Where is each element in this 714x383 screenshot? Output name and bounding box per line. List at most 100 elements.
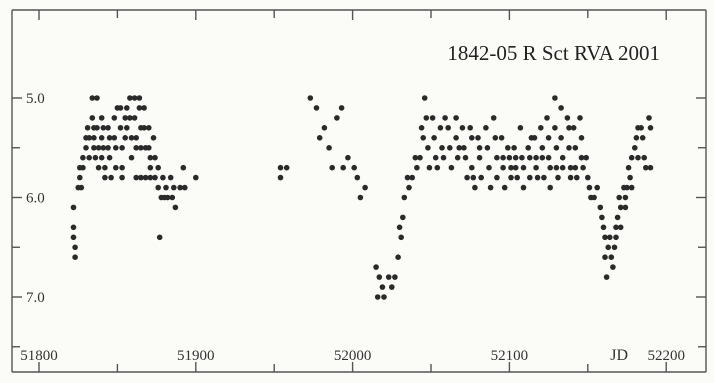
data-point (486, 164, 492, 171)
data-point (80, 154, 86, 161)
data-point (141, 105, 147, 111)
data-point (421, 95, 428, 101)
data-point (454, 154, 461, 161)
data-point (570, 125, 577, 131)
data-point (607, 234, 613, 241)
data-point (338, 105, 345, 111)
data-point (146, 145, 152, 151)
data-point (533, 164, 539, 171)
data-point (406, 184, 412, 191)
data-point (136, 95, 143, 101)
data-point (605, 244, 611, 251)
data-point (448, 164, 455, 171)
y-tick-label: 7.0 (26, 290, 45, 306)
data-point (83, 145, 89, 151)
data-point (476, 145, 483, 151)
data-point (464, 174, 470, 181)
data-point (91, 145, 97, 151)
data-point (147, 164, 154, 171)
data-point (182, 184, 188, 191)
data-point (487, 184, 494, 191)
data-point (439, 145, 445, 151)
data-point (627, 174, 633, 181)
data-point (611, 244, 618, 251)
data-point (505, 145, 511, 151)
data-point (512, 164, 519, 171)
data-point (167, 174, 174, 181)
data-point (622, 204, 629, 211)
data-point (602, 234, 608, 241)
data-point (398, 234, 405, 241)
data-point (544, 115, 550, 121)
data-point (392, 274, 398, 280)
data-point (169, 194, 176, 201)
data-point (147, 154, 154, 161)
data-point (456, 145, 463, 151)
data-point (591, 194, 597, 201)
data-point (374, 294, 381, 300)
data-point (498, 135, 505, 141)
data-point (171, 184, 177, 191)
data-point (437, 125, 444, 131)
data-point (133, 174, 139, 181)
data-point (501, 184, 508, 191)
data-point (599, 214, 605, 221)
data-point (89, 115, 96, 121)
data-point (131, 95, 138, 101)
data-point (78, 184, 85, 191)
data-point (555, 174, 561, 181)
data-point (647, 125, 654, 131)
data-point (177, 184, 183, 191)
data-point (633, 135, 640, 141)
data-point (91, 135, 97, 141)
data-point (277, 174, 284, 181)
data-point (613, 224, 619, 231)
data-point (461, 145, 467, 151)
data-point (469, 164, 475, 171)
data-point (316, 135, 323, 141)
data-point (122, 135, 128, 141)
data-point (357, 194, 364, 201)
data-point (108, 174, 114, 181)
data-point (400, 214, 406, 221)
data-point (396, 224, 403, 231)
data-point (423, 115, 430, 121)
data-point (354, 174, 361, 181)
data-point (597, 204, 604, 211)
data-point (614, 214, 621, 221)
data-point (412, 154, 419, 161)
data-point (440, 154, 447, 161)
data-point (552, 125, 558, 131)
data-point (122, 115, 128, 121)
data-point (313, 105, 320, 111)
data-point (429, 115, 436, 121)
data-point (119, 164, 125, 171)
data-point (133, 135, 139, 141)
data-point (520, 164, 527, 171)
data-point (155, 164, 161, 171)
data-point (401, 194, 408, 201)
data-point (127, 95, 133, 101)
data-point (520, 184, 527, 191)
data-point (641, 154, 647, 161)
data-point (180, 164, 187, 171)
data-point (95, 145, 102, 151)
data-point (472, 184, 478, 191)
data-point (277, 164, 284, 171)
x-tick-label: 52100 (491, 348, 529, 364)
data-point (86, 135, 92, 141)
data-point (100, 145, 107, 151)
data-point (578, 135, 585, 141)
data-point (345, 154, 351, 161)
data-point (138, 145, 144, 151)
data-point (547, 164, 553, 171)
data-points (70, 95, 654, 300)
data-point (514, 174, 520, 181)
data-point (622, 194, 629, 201)
data-point (442, 115, 448, 121)
data-point (94, 125, 100, 131)
data-point (585, 174, 591, 181)
data-point (539, 145, 546, 151)
data-point (577, 115, 583, 121)
data-point (545, 135, 552, 141)
